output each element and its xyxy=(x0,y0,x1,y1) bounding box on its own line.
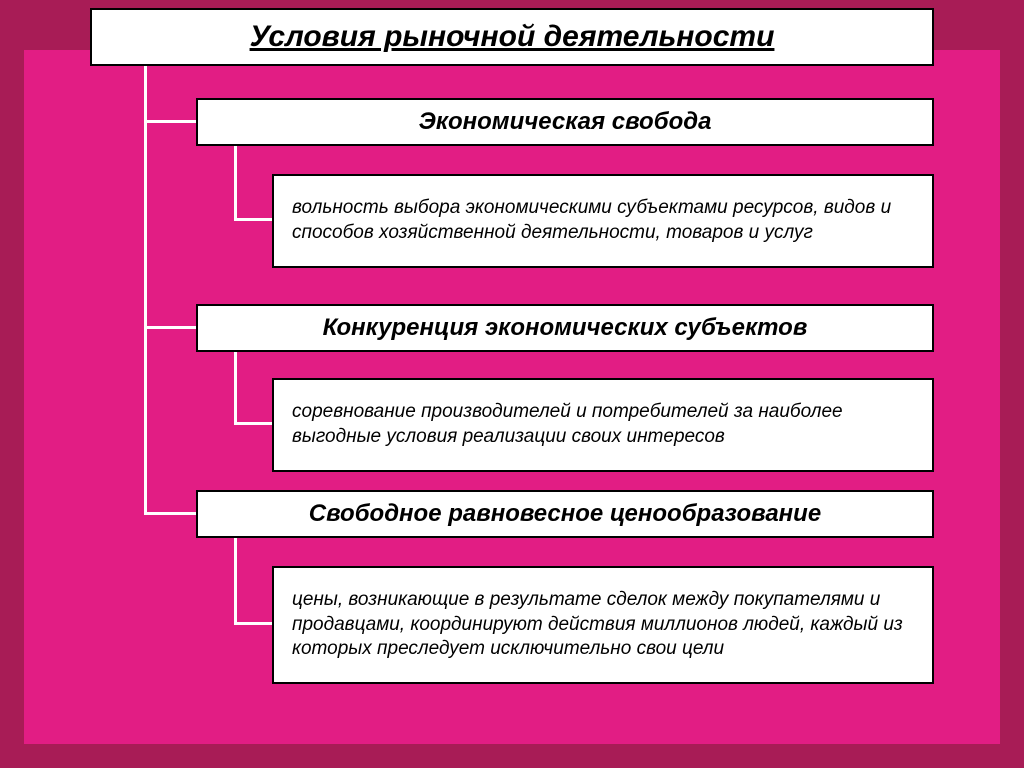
connector-sec3-vertical xyxy=(234,538,237,622)
section2-desc-text: соревнование производителей и потребител… xyxy=(292,400,914,449)
connector-to-section3 xyxy=(144,512,196,515)
section2-heading-text: Конкуренция экономических субъектов xyxy=(323,314,808,342)
section3-desc-box: цены, возникающие в результате сделок ме… xyxy=(272,566,934,684)
title-text: Условия рыночной деятельности xyxy=(250,20,775,54)
connector-sec2-horizontal xyxy=(234,422,272,425)
connector-sec1-horizontal xyxy=(234,218,272,221)
title-box: Условия рыночной деятельности xyxy=(90,8,934,66)
section1-desc-text: вольность выбора экономическими субъекта… xyxy=(292,196,914,245)
section1-heading-text: Экономическая свобода xyxy=(419,108,712,136)
connector-main-vertical xyxy=(144,66,147,512)
connector-sec2-vertical xyxy=(234,352,237,422)
connector-sec3-horizontal xyxy=(234,622,272,625)
section3-heading-box: Свободное равновесное ценообразование xyxy=(196,490,934,538)
section1-heading-box: Экономическая свобода xyxy=(196,98,934,146)
section1-desc-box: вольность выбора экономическими субъекта… xyxy=(272,174,934,268)
connector-to-section1 xyxy=(144,120,196,123)
connector-to-section2 xyxy=(144,326,196,329)
section2-heading-box: Конкуренция экономических субъектов xyxy=(196,304,934,352)
section3-desc-text: цены, возникающие в результате сделок ме… xyxy=(292,588,914,662)
section3-heading-text: Свободное равновесное ценообразование xyxy=(309,500,821,528)
section2-desc-box: соревнование производителей и потребител… xyxy=(272,378,934,472)
connector-sec1-vertical xyxy=(234,146,237,218)
